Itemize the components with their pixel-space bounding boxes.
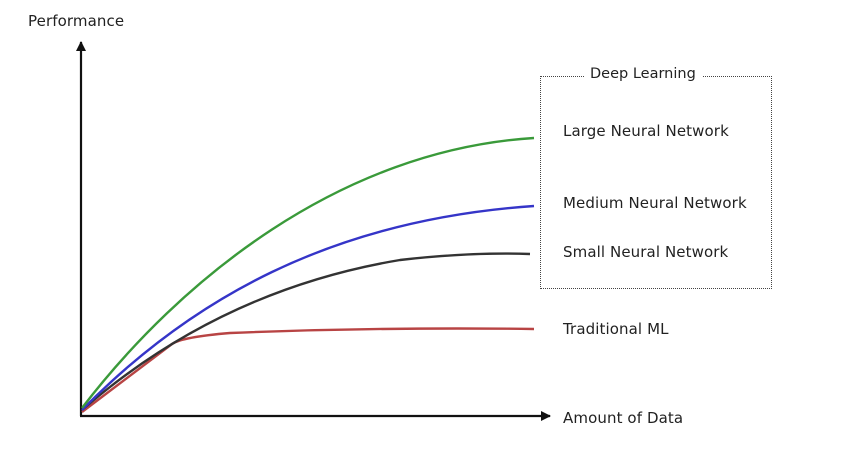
label-traditional-ml: Traditional ML xyxy=(563,320,669,338)
large-neural-network-curve xyxy=(81,136,535,409)
label-large-neural-network: Large Neural Network xyxy=(563,122,729,140)
label-medium-neural-network: Medium Neural Network xyxy=(563,194,747,212)
medium-neural-network-curve xyxy=(81,204,535,411)
y-axis-label: Performance xyxy=(28,12,125,30)
deep-learning-group-title: Deep Learning xyxy=(584,66,702,82)
small-neural-network-curve xyxy=(81,252,531,411)
x-axis-label: Amount of Data xyxy=(563,409,684,427)
traditional-ml-curve xyxy=(81,327,535,413)
label-small-neural-network: Small Neural Network xyxy=(563,243,729,261)
